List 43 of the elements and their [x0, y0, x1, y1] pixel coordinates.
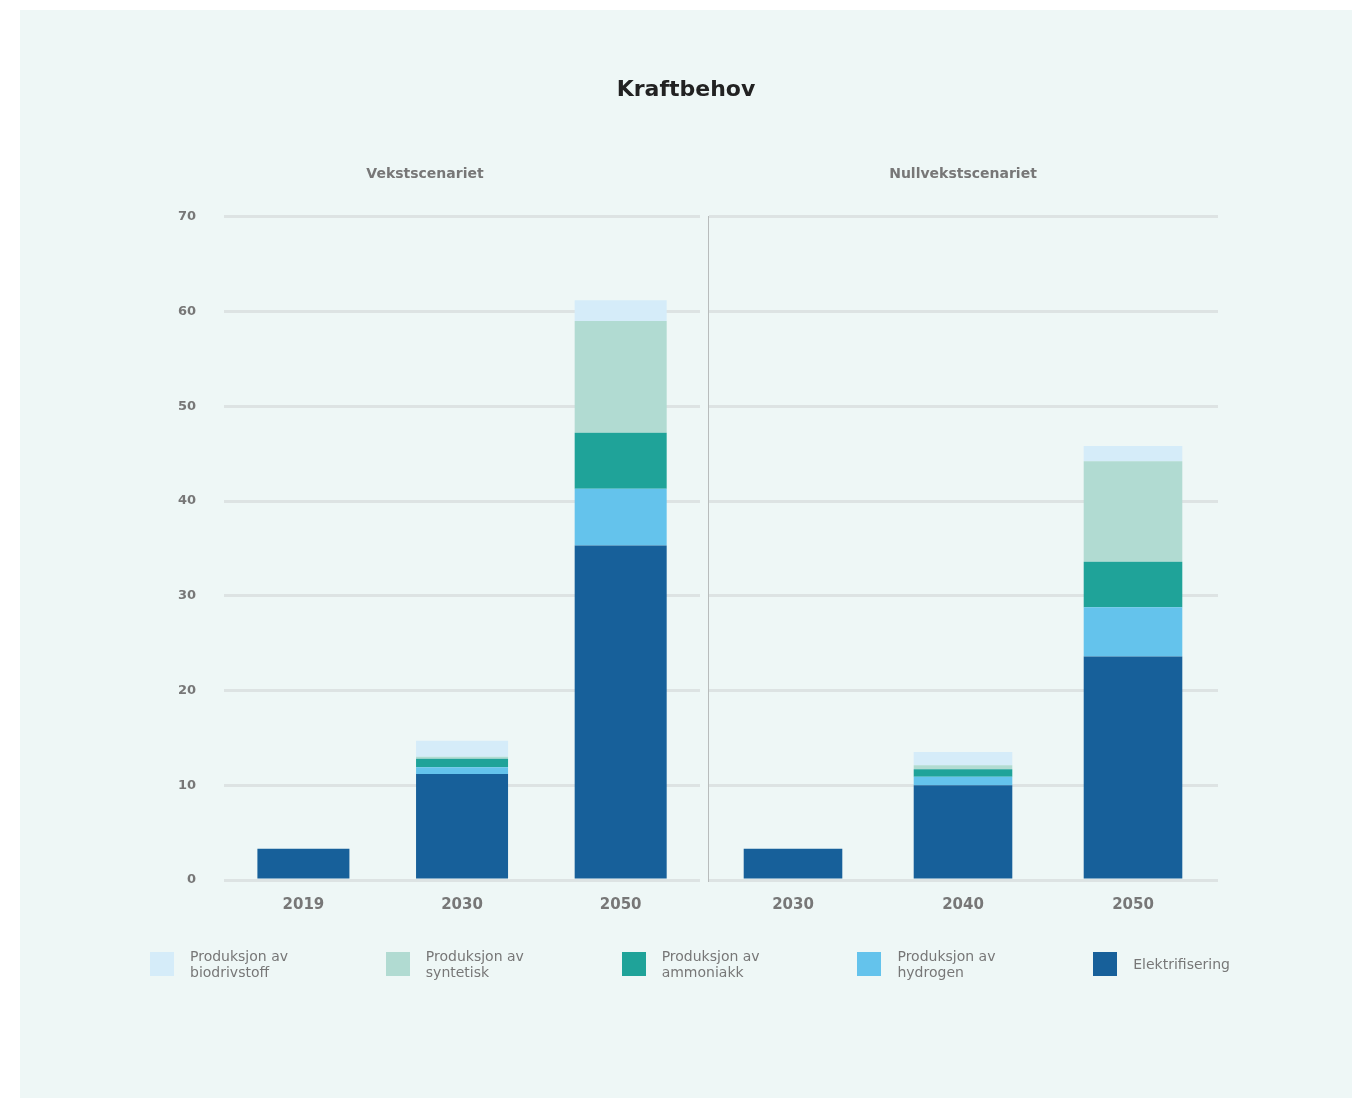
- legend-label: Produksjon av ammoniakk: [661, 948, 761, 980]
- y-tick-label: 70: [178, 208, 197, 224]
- bar: [257, 848, 350, 879]
- x-tick-label: 2050: [599, 894, 642, 913]
- chart-title: Kraftbehov: [615, 76, 757, 101]
- x-tick-label: 2050: [1112, 894, 1154, 913]
- bar: [1083, 607, 1183, 657]
- y-tick-label: 60: [178, 302, 197, 318]
- y-tick-label: 50: [178, 397, 197, 413]
- legend-label: Produksjon av hydrogen: [897, 948, 997, 980]
- bar: [416, 773, 509, 879]
- x-tick-label: 2030: [772, 894, 814, 913]
- bar: [574, 321, 667, 433]
- x-tick-label: 2040: [942, 894, 984, 913]
- bar: [913, 776, 1013, 786]
- y-tick-label: 20: [178, 681, 197, 697]
- x-tick-label: 2019: [282, 894, 325, 913]
- bar: [574, 488, 667, 546]
- bar: [913, 769, 1013, 777]
- y-tick-label: 0: [187, 871, 197, 887]
- x-tick-label: 2030: [441, 894, 483, 913]
- bar: [913, 765, 1013, 770]
- legend-label: Elektrifisering: [1133, 956, 1230, 972]
- y-tick-label: 30: [178, 587, 197, 603]
- y-tick-label: 40: [178, 492, 197, 508]
- y-tick-label: 10: [178, 776, 197, 792]
- bar: [574, 432, 667, 489]
- bar: [574, 545, 667, 879]
- legend-label: Produksjon av syntetisk: [425, 948, 525, 980]
- chart-subtitle: Nullvekstscenariet: [889, 165, 1038, 182]
- bar: [1083, 656, 1183, 879]
- bar: [574, 300, 667, 322]
- bar: [1083, 561, 1183, 608]
- legend-label: Produksjon av biodrivstoff: [190, 948, 289, 980]
- bar: [1083, 461, 1183, 562]
- bar: [913, 752, 1013, 766]
- bar: [416, 758, 509, 768]
- chart-subtitle: Vekstscenariet: [366, 165, 484, 182]
- bar: [1083, 446, 1183, 462]
- bar: [743, 848, 843, 879]
- bar: [416, 767, 509, 774]
- bar: [913, 785, 1013, 879]
- bar: [416, 740, 509, 757]
